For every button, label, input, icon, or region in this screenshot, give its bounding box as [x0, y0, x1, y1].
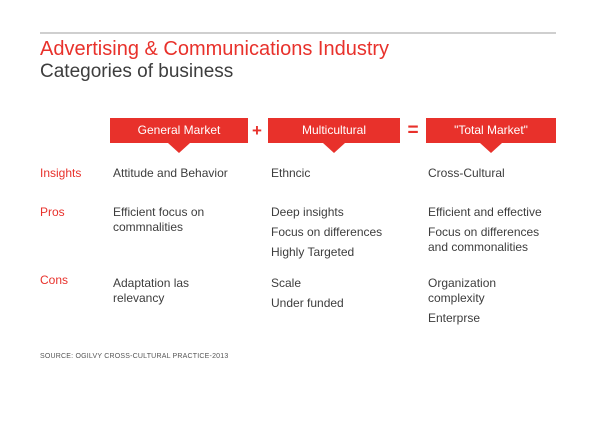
cell-text: Organization complexity [428, 276, 497, 305]
cell-insights-general: Attitude and Behavior [113, 166, 228, 186]
cell-text: Cross-Cultural [428, 166, 505, 180]
cell-text: Under funded [271, 296, 344, 310]
equals-operator: = [407, 120, 419, 141]
column-header-label: General Market [137, 123, 221, 137]
cell-cons-multicultural: Scale Under funded [271, 276, 344, 316]
column-header-multicultural: Multicultural [268, 118, 400, 153]
down-arrow-icon [480, 143, 502, 153]
row-label-insights: Insights [40, 166, 82, 180]
cell-pros-total: Efficient and effective Focus on differe… [428, 205, 542, 260]
cell-text: Efficient focus on commnalities [113, 205, 205, 234]
cell-text: Focus on differences [271, 225, 383, 239]
cell-pros-multicultural: Deep insights Focus on differences Highl… [271, 205, 382, 265]
cell-text: Ethncic [271, 166, 311, 180]
down-arrow-icon [323, 143, 345, 153]
column-header-general-market: General Market [110, 118, 248, 153]
row-label-cons: Cons [40, 273, 69, 287]
cell-cons-general: Adaptation las relevancy [113, 276, 189, 311]
cell-text: Adaptation las relevancy [113, 276, 190, 305]
top-divider [40, 32, 556, 34]
row-label-pros: Pros [40, 205, 65, 219]
column-header-label: "Total Market" [454, 123, 528, 137]
cell-text: Attitude and Behavior [113, 166, 228, 180]
down-arrow-icon [168, 143, 190, 153]
page-subtitle: Categories of business [40, 61, 234, 82]
cell-text: Deep insights [271, 205, 344, 219]
cell-pros-general: Efficient focus on commnalities [113, 205, 204, 240]
column-header-total-market: "Total Market" [426, 118, 556, 153]
page-title: Advertising & Communications Industry [40, 38, 390, 60]
cell-insights-multicultural: Ethncic [271, 166, 310, 186]
cell-cons-total: Organization complexity Enterprse [428, 276, 496, 331]
cell-text: Efficient and effective [428, 205, 542, 219]
cell-insights-total: Cross-Cultural [428, 166, 505, 186]
cell-text: Scale [271, 276, 302, 290]
column-header-label: Multicultural [301, 123, 367, 137]
plus-operator: + [252, 121, 262, 140]
cell-text: Enterprse [428, 311, 481, 325]
cell-text: Focus on differences and commonalities [428, 225, 540, 254]
source-note: SOURCE: OGILVY CROSS-CULTURAL PRACTICE-2… [40, 353, 229, 360]
cell-text: Highly Targeted [271, 245, 355, 259]
